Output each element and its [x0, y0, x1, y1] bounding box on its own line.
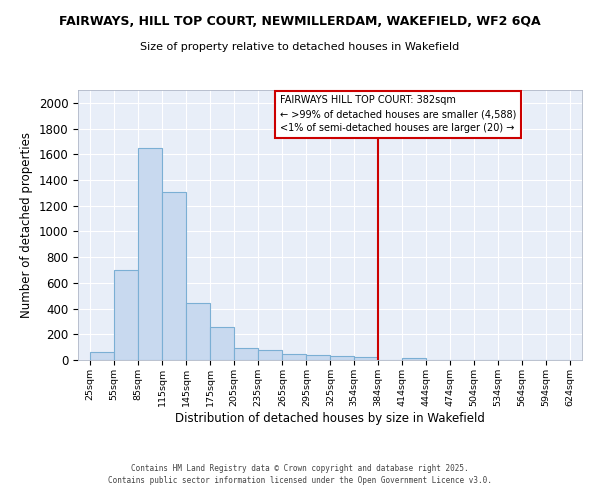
Bar: [234, 348, 258, 360]
Bar: [283, 354, 307, 360]
X-axis label: Distribution of detached houses by size in Wakefield: Distribution of detached houses by size …: [175, 412, 485, 424]
Bar: [331, 356, 355, 360]
Bar: [186, 304, 210, 360]
Bar: [353, 357, 377, 360]
Bar: [307, 355, 331, 360]
Bar: [138, 148, 162, 360]
Bar: [162, 192, 186, 360]
Text: Contains HM Land Registry data © Crown copyright and database right 2025.
Contai: Contains HM Land Registry data © Crown c…: [108, 464, 492, 485]
Bar: [210, 327, 234, 360]
Text: FAIRWAYS, HILL TOP COURT, NEWMILLERDAM, WAKEFIELD, WF2 6QA: FAIRWAYS, HILL TOP COURT, NEWMILLERDAM, …: [59, 15, 541, 28]
Bar: [402, 358, 426, 360]
Bar: [258, 350, 283, 360]
Bar: [114, 270, 138, 360]
Bar: [90, 352, 114, 360]
Y-axis label: Number of detached properties: Number of detached properties: [20, 132, 33, 318]
Text: Size of property relative to detached houses in Wakefield: Size of property relative to detached ho…: [140, 42, 460, 52]
Text: FAIRWAYS HILL TOP COURT: 382sqm
← >99% of detached houses are smaller (4,588)
<1: FAIRWAYS HILL TOP COURT: 382sqm ← >99% o…: [280, 96, 516, 134]
